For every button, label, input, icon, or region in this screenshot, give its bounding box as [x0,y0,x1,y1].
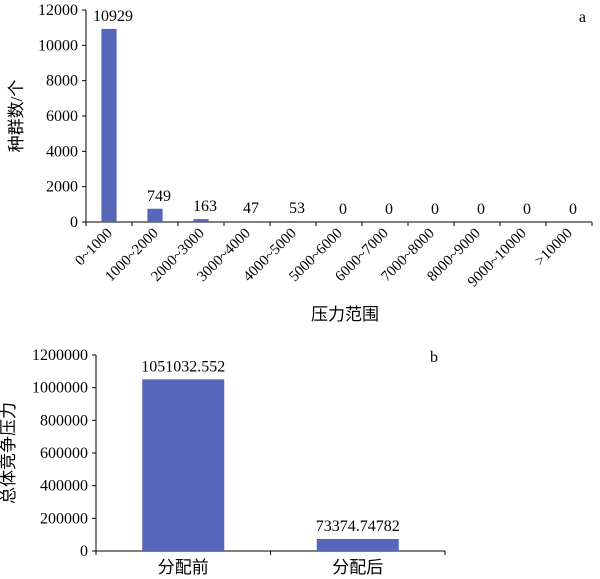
data-label: 749 [147,188,171,205]
x-tick-label: 分配后 [332,558,383,577]
bar [285,221,301,222]
y-tick-label: 1000000 [32,380,88,397]
data-label: 163 [193,198,217,215]
y-tick-label: 4000 [46,143,78,160]
y-tick-label: 200000 [40,510,88,527]
y-tick-label: 8000 [46,73,78,90]
data-label: 0 [569,201,577,218]
chart-a-y-axis-title: 种群数/个 [7,80,26,153]
data-label: 0 [339,201,347,218]
data-label: 0 [431,201,439,218]
chart-a: a 种群数/个 压力范围 0 2000 4000 6000 8000 10000 12000… [7,2,593,324]
bar [147,208,163,222]
bar [142,379,225,551]
x-tick-label: 0~1000 [72,226,116,270]
bar [239,221,255,222]
y-tick-label: 1200000 [32,347,88,364]
y-tick-label: 800000 [40,412,88,429]
bar [101,28,117,222]
bar [193,219,209,222]
y-tick-label: 600000 [40,445,88,462]
y-tick-label: 10000 [38,37,78,54]
y-tick-label: 6000 [46,108,78,125]
data-label: 10929 [93,8,133,25]
chart-a-x-axis-title: 压力范围 [311,305,379,324]
y-tick-label: 0 [80,543,88,560]
x-tick-label: >10000 [532,226,576,270]
data-label: 0 [477,201,485,218]
x-tick-label: 分配前 [158,558,209,577]
y-tick-label: 2000 [46,179,78,196]
data-label: 0 [385,201,393,218]
chart-b: b 总体竞争压力 0 200000 400000 600000 800000 100000… [0,347,446,577]
data-label: 1051032.552 [141,358,225,375]
data-label: 53 [289,200,305,217]
chart-b-panel-label: b [430,349,438,366]
y-tick-label: 0 [70,214,78,231]
data-label: 0 [523,201,531,218]
chart-b-y-axis-title: 总体竞争压力 [0,402,18,504]
data-label: 47 [243,200,259,217]
bar [316,539,399,551]
y-tick-label: 400000 [40,478,88,495]
chart-a-panel-label: a [579,9,586,26]
y-tick-label: 12000 [38,2,78,19]
data-label: 73374.74782 [316,518,400,535]
